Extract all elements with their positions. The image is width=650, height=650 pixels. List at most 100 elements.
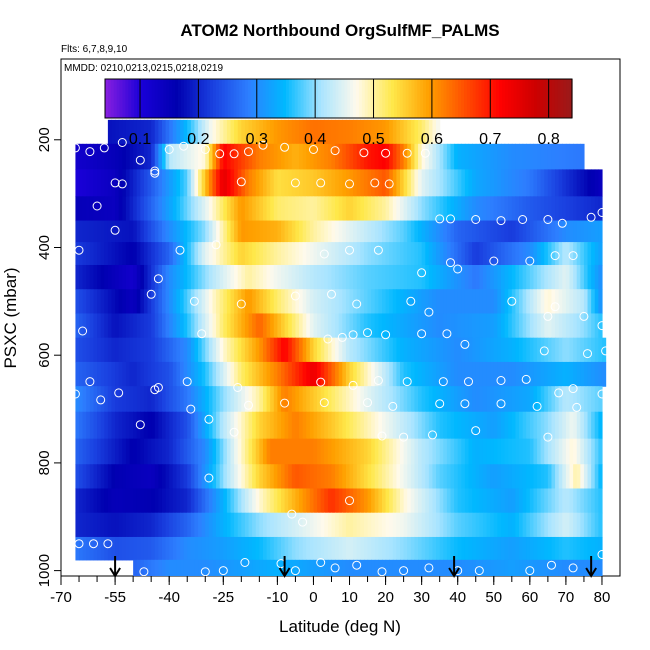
heatmap-cell [573,559,578,576]
heatmap-cell [381,169,387,197]
observation-point [373,376,383,385]
observation-point [579,311,589,321]
heatmap-cell [136,464,141,490]
heatmap-cell [100,337,105,363]
heatmap-cell [172,536,178,561]
heatmap-cell [338,512,343,538]
heatmap-cell [262,386,268,413]
heatmap-cell [490,337,495,363]
heatmap-cell [591,438,596,465]
observation-point [381,330,391,340]
heatmap-cell [295,488,300,514]
colorbar-swatch [464,79,468,118]
heatmap-cell [443,411,448,440]
colorbar-swatch [172,79,176,118]
heatmap-cell [205,143,210,170]
heatmap-cell [486,313,491,339]
heatmap-cell [234,242,239,266]
observation-point [345,245,354,255]
heatmap-cell [176,361,181,387]
heatmap-cell [598,361,603,387]
heatmap-cell [226,411,232,440]
heatmap-cell [252,264,257,290]
heatmap-cell [86,386,91,413]
heatmap-cell [461,289,466,315]
heatmap-cell [349,559,354,576]
heatmap-cell [493,361,498,387]
heatmap-cell [396,464,401,490]
heatmap-cell [497,196,502,222]
heatmap-cell [446,512,452,538]
heatmap-cell [508,559,513,576]
heatmap-cell [486,264,491,290]
heatmap-cell [385,464,390,490]
heatmap-cell [129,143,134,170]
heatmap-cell [111,512,116,538]
heatmap-cell [515,464,520,490]
heatmap-cell [302,386,307,413]
heatmap-cell [248,264,253,290]
heatmap-cell [464,242,470,266]
heatmap-cell [136,438,141,465]
heatmap-cell [482,559,488,576]
heatmap-cell [219,337,224,363]
heatmap-cell [439,220,444,243]
heatmap-cell [270,196,275,222]
heatmap-cell [583,313,589,339]
heatmap-cell [320,438,325,465]
heatmap-cell [428,438,434,465]
heatmap-cell [75,289,80,315]
heatmap-cell [172,559,178,576]
heatmap-cell [345,488,351,514]
colorbar-swatch [277,79,281,118]
heatmap-cell [234,169,239,197]
heatmap-cell [529,169,535,197]
heatmap-cell [472,386,477,413]
heatmap-cell [136,289,141,315]
heatmap-cell [436,559,441,576]
heatmap-cell [176,512,181,538]
heatmap-cell [273,264,278,290]
heatmap-cell [198,536,203,561]
heatmap-cell [324,196,329,222]
heatmap-cell [547,289,553,315]
heatmap-cell [598,242,603,266]
heatmap-cell [436,119,441,145]
heatmap-cell [529,536,535,561]
heatmap-cell [385,337,390,363]
colorbar-swatch [385,79,389,118]
heatmap-cell [576,559,581,576]
heatmap-cell [468,196,473,222]
heatmap-cell [262,143,268,170]
heatmap-cell [400,512,405,538]
heatmap-cell [183,313,188,339]
heatmap-cell [309,411,315,440]
heatmap-cell [104,289,109,315]
heatmap-cell [540,337,545,363]
heatmap-cell [363,337,369,363]
heatmap-cell [277,196,282,222]
heatmap-cell [320,119,325,145]
heatmap-cell [313,536,318,561]
heatmap-cell [511,512,517,538]
observation-point [175,245,185,255]
heatmap-cell [151,313,156,339]
heatmap-cell [111,361,116,387]
observation-point [280,142,290,152]
heatmap-cell [165,169,170,197]
heatmap-cell [436,512,441,538]
colorbar-swatch [140,79,144,118]
heatmap-cell [223,464,228,490]
heatmap-cell [107,289,113,315]
heatmap-cell [385,386,390,413]
heatmap-cell [324,313,329,339]
heatmap-cell [472,289,477,315]
heatmap-cell [540,411,545,440]
heatmap-cell [335,143,340,170]
heatmap-cell [234,289,239,315]
heatmap-cell [475,386,480,413]
heatmap-cell [446,264,452,290]
heatmap-cell [241,411,246,440]
heatmap-cell [115,119,120,145]
colorbar-swatch [116,79,121,118]
